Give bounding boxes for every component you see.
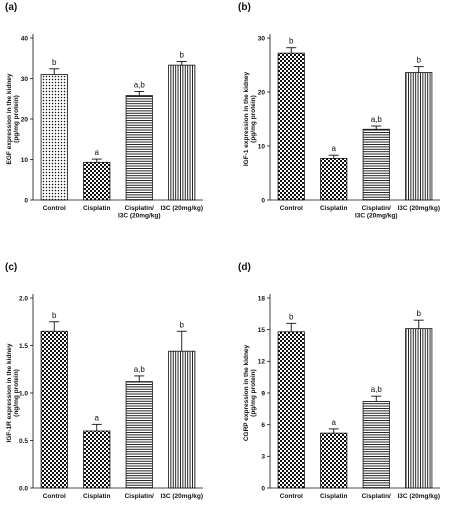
category-label: Cisplatin xyxy=(83,493,110,500)
category-label: Control xyxy=(43,205,66,212)
y-tick-label: 15 xyxy=(258,327,266,334)
panel-label: (c) xyxy=(5,262,17,273)
y-tick-label: 1.0 xyxy=(19,390,28,397)
y-tick-label: 40 xyxy=(21,35,29,42)
significance-label: a xyxy=(95,413,100,422)
bar-3 xyxy=(362,401,390,489)
significance-label: b xyxy=(289,37,294,46)
significance-label: a,b xyxy=(134,80,146,89)
bar-1 xyxy=(40,330,68,489)
bar-4 xyxy=(168,350,196,489)
category-label: I3C (20mg/kg) xyxy=(397,493,440,500)
category-label: Control xyxy=(43,493,66,500)
y-tick-label: 10 xyxy=(258,143,266,150)
y-axis-label: (ng/mg protein) xyxy=(13,369,20,417)
y-tick-label: 0.0 xyxy=(19,485,28,492)
y-tick-label: 30 xyxy=(258,35,266,42)
bar-3 xyxy=(362,128,390,201)
y-tick-label: 30 xyxy=(21,76,29,83)
chart-panel-3: (c) 0.0 0.5 1.0 1.5 2.0 IGF-1R expression in t… xyxy=(5,262,203,506)
y-tick-label: 20 xyxy=(21,116,29,123)
bar-4 xyxy=(168,64,196,201)
panel-label: (a) xyxy=(5,2,17,13)
significance-label: b xyxy=(417,56,422,65)
significance-label: b xyxy=(180,320,185,329)
chart-panel-4: (d) 0 3 6 9 12 15 18 CGRP expression in the kidn… xyxy=(238,262,440,506)
y-tick-label: 6 xyxy=(261,422,265,429)
category-label: Control xyxy=(280,493,303,500)
significance-label: b xyxy=(417,309,422,318)
category-label: I3C (20mg/kg) xyxy=(160,493,203,500)
bar-1 xyxy=(277,331,305,489)
panel-label: (b) xyxy=(238,2,251,13)
chart-panel-1: (a) 0 10 20 30 40 EGF expression in the kidney… xyxy=(5,2,203,220)
category-label: Cisplatin xyxy=(320,493,347,500)
y-axis-label: EGF expression in the kidney xyxy=(6,73,13,164)
significance-label: a,b xyxy=(371,115,383,124)
category-label: Cisplatin xyxy=(83,205,110,212)
bar-4 xyxy=(405,328,433,489)
y-tick-label: 0 xyxy=(261,485,265,492)
y-tick-label: 0.5 xyxy=(19,438,28,445)
category-label: I3C (20mg/kg) xyxy=(397,205,440,212)
category-label: Cisplatin/ xyxy=(362,205,391,212)
bar-1 xyxy=(40,74,68,201)
bar-3 xyxy=(125,381,153,489)
significance-label: a,b xyxy=(371,385,383,394)
significance-label: a,b xyxy=(134,365,146,374)
bar-2 xyxy=(83,430,111,489)
y-tick-label: 18 xyxy=(258,295,266,302)
bar-4 xyxy=(405,72,433,201)
y-tick-label: 20 xyxy=(258,89,266,96)
category-label: Cisplatin xyxy=(320,205,347,212)
y-axis-label: CGRP expression in the kidney xyxy=(243,344,250,441)
y-tick-label: 3 xyxy=(261,454,265,461)
significance-label: a xyxy=(332,144,337,153)
y-axis-label: (pg/mg protein) xyxy=(250,369,257,417)
bar-2 xyxy=(83,161,111,201)
category-label: Cisplatin/ xyxy=(125,205,154,212)
category-label: Cisplatin/ xyxy=(125,493,154,500)
chart-panel-2: (b) 0 10 20 30 IGF-1 expression in the kidney… xyxy=(238,2,440,220)
y-tick-label: 10 xyxy=(21,157,29,164)
bar-3 xyxy=(125,95,153,201)
significance-label: b xyxy=(52,311,57,320)
category-label: I3C (20mg/kg) xyxy=(160,205,203,212)
bar-2 xyxy=(320,432,348,489)
bar-2 xyxy=(320,158,348,201)
panel-label: (d) xyxy=(238,262,251,273)
significance-label: b xyxy=(52,58,57,67)
significance-label: b xyxy=(289,312,294,321)
y-axis-label: (pg/mg protein) xyxy=(250,95,257,143)
significance-label: a xyxy=(332,418,337,427)
y-axis-label: IGF-1R expression in the kidney xyxy=(6,343,13,442)
significance-label: a xyxy=(95,148,100,157)
y-tick-label: 9 xyxy=(261,390,265,397)
category-label: I3C (20mg/kg) xyxy=(355,213,398,220)
y-tick-label: 2.0 xyxy=(19,295,28,302)
category-label: I3C (20mg/kg) xyxy=(118,213,161,220)
significance-label: b xyxy=(180,50,185,59)
y-axis-label: (pg/mg protein) xyxy=(13,95,20,143)
y-tick-label: 12 xyxy=(258,359,266,366)
y-tick-label: 0 xyxy=(261,197,265,204)
y-tick-label: 1.5 xyxy=(19,343,28,350)
y-tick-label: 0 xyxy=(24,197,28,204)
y-axis-label: IGF-1 expression in the kidney xyxy=(243,71,250,166)
category-label: Control xyxy=(280,205,303,212)
bar-1 xyxy=(277,52,305,201)
category-label: Cisplatin/ xyxy=(362,493,391,500)
